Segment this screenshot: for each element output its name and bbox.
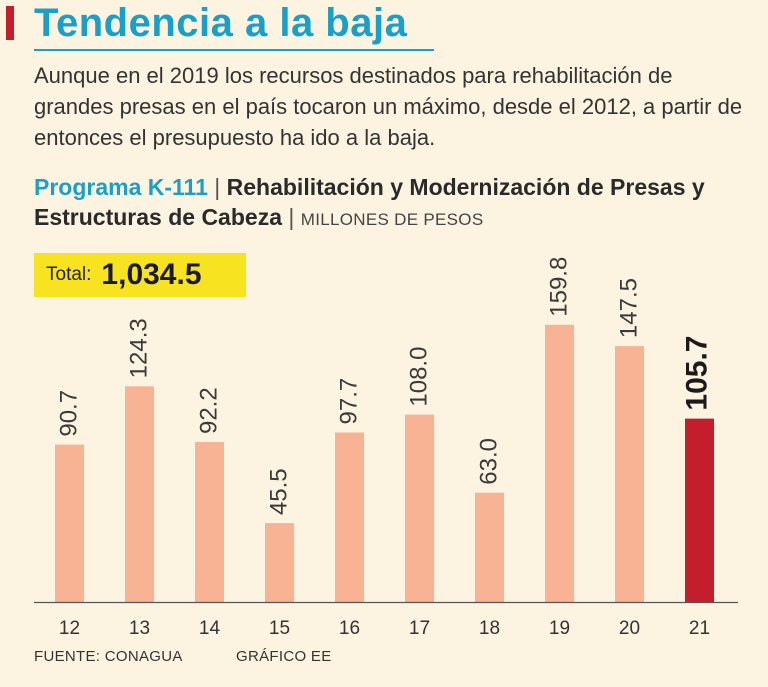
headline: Tendencia a la baja — [34, 1, 408, 45]
program-name: Programa K-111 — [34, 174, 208, 200]
headline-rule — [34, 49, 434, 51]
footer-credit: GRÁFICO EE — [236, 648, 332, 665]
bar-value-label-20: 147.5 — [616, 278, 643, 338]
x-tick-label-12: 12 — [59, 618, 80, 639]
total-box: Total: 1,034.5 — [34, 253, 246, 297]
units-separator: | — [288, 204, 295, 230]
bar-13 — [125, 386, 154, 602]
bar-value-label-15: 45.5 — [266, 468, 293, 515]
bar-18 — [475, 492, 504, 602]
x-tick-label-21: 21 — [689, 618, 710, 639]
bar-value-label-17: 108.0 — [406, 347, 433, 407]
x-tick-label-20: 20 — [619, 618, 640, 639]
x-tick-label-19: 19 — [549, 618, 570, 639]
bar-value-label-13: 124.3 — [126, 318, 153, 378]
bar-15 — [265, 523, 294, 602]
bar-19 — [545, 324, 574, 602]
x-tick-label-17: 17 — [409, 618, 430, 639]
bar-14 — [195, 442, 224, 602]
footer-source: FUENTE: CONAGUA — [34, 648, 183, 665]
bar-value-label-14: 92.2 — [196, 387, 223, 434]
bar-value-label-18: 63.0 — [476, 438, 503, 485]
x-tick-label-18: 18 — [479, 618, 500, 639]
intro-text: Aunque en el 2019 los recursos destinado… — [34, 63, 743, 150]
units-label: MILLONES DE PESOS — [300, 210, 484, 229]
bar-value-label-21: 105.7 — [681, 336, 714, 411]
program-description: Rehabilitación y Modernización de Presas… — [34, 174, 705, 230]
x-tick-label-14: 14 — [199, 618, 221, 639]
total-label: Total: — [46, 264, 92, 285]
x-tick-label-16: 16 — [339, 618, 360, 639]
accent-bar — [6, 6, 14, 40]
total-value: 1,034.5 — [101, 258, 202, 291]
x-tick-label-13: 13 — [129, 618, 150, 639]
bar-value-label-19: 159.8 — [546, 257, 573, 317]
subtitle-separator: | — [214, 174, 221, 200]
bar-21 — [685, 418, 714, 602]
bar-20 — [615, 346, 644, 602]
bar-17 — [405, 414, 434, 602]
bar-value-label-12: 90.7 — [56, 390, 83, 437]
bar-12 — [55, 444, 84, 602]
x-tick-label-15: 15 — [269, 618, 290, 639]
bar-value-label-16: 97.7 — [336, 378, 363, 425]
bar-16 — [335, 432, 364, 602]
chart-subtitle: Programa K-111 | Rehabilitación y Modern… — [34, 172, 754, 235]
